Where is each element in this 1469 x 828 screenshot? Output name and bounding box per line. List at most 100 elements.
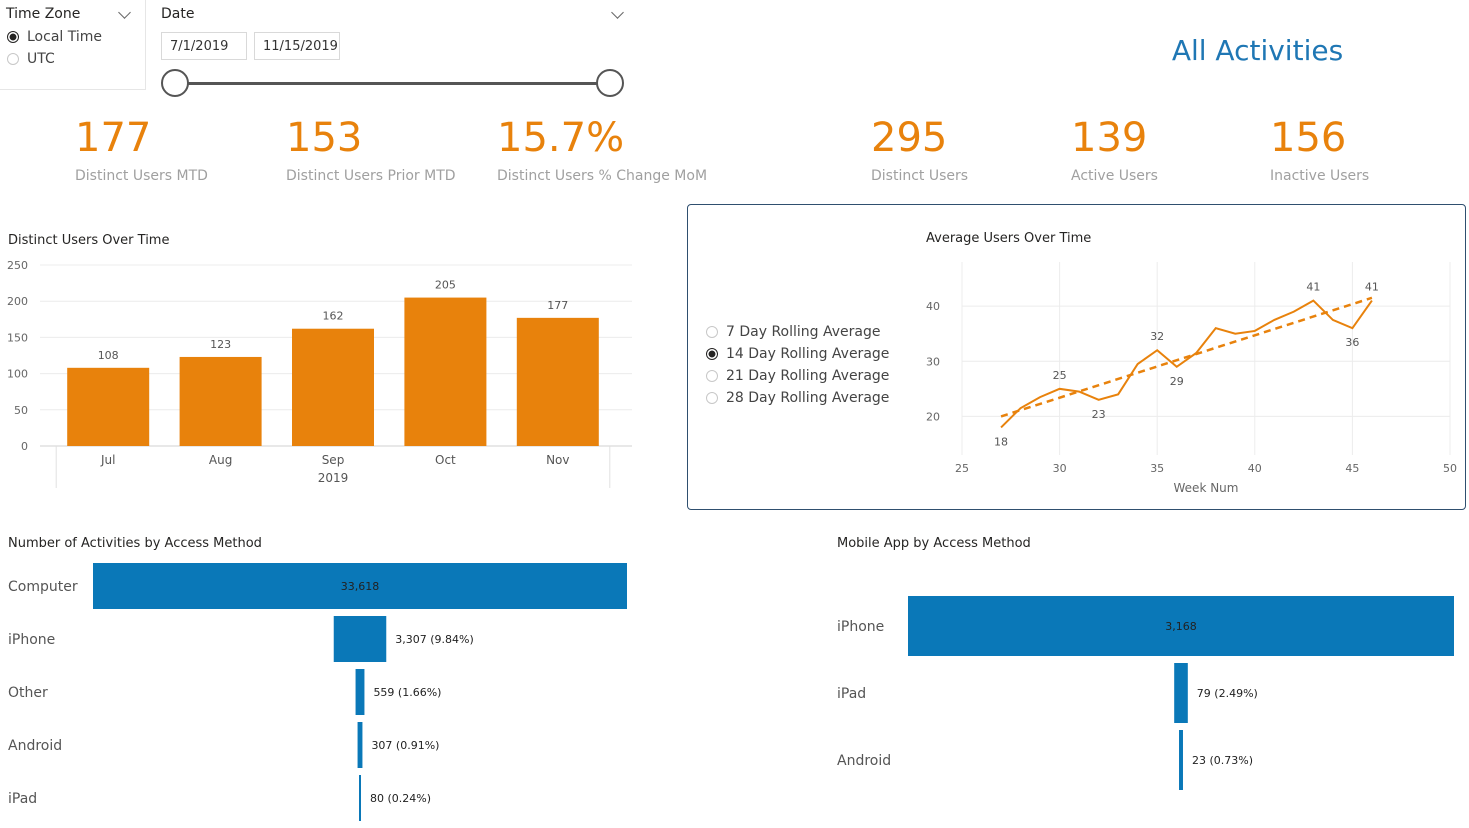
funnel-bar	[359, 775, 361, 821]
activities-by-access-method-funnel: Computer 33,618 iPhone 3,307 (9.84%) Other 55…	[8, 563, 627, 821]
date-end-handle[interactable]	[596, 69, 624, 97]
kpi-label: Distinct Users MTD	[75, 168, 208, 184]
average-users-panel	[687, 204, 1466, 510]
data-label: 41	[1306, 281, 1320, 294]
funnel-title: Mobile App by Access Method	[837, 536, 1031, 551]
bar-chart-title: Distinct Users Over Time	[8, 233, 170, 248]
y-tick-label: 150	[7, 331, 28, 344]
date-slicer: Date 7/1/2019 11/15/2019	[155, 0, 635, 105]
funnel-bar	[355, 669, 365, 715]
radio-unselected-icon[interactable]	[706, 370, 718, 382]
average-users-line-chart: 25 30 35 40 45 50 20 30 40 Week Num 18 25 23 32 29 41 36…	[926, 262, 1457, 495]
x-group-label: 2019	[318, 471, 349, 485]
kpi-card: 295 Distinct Users	[871, 118, 968, 184]
bar	[292, 328, 374, 446]
y-tick-label: 30	[926, 355, 940, 368]
funnel-bar	[1179, 730, 1183, 790]
data-label: 205	[435, 279, 456, 292]
kpi-card: 139 Active Users	[1071, 118, 1158, 184]
kpi-label: Distinct Users % Change MoM	[497, 168, 708, 184]
y-tick-label: 0	[21, 440, 28, 453]
series-line	[1000, 299, 1373, 429]
timezone-option-local[interactable]: Local Time	[7, 26, 102, 48]
chevron-down-icon[interactable]	[611, 6, 624, 19]
kpi-label: Distinct Users Prior MTD	[286, 168, 456, 184]
data-label: 41	[1365, 281, 1379, 294]
mobile-app-by-access-method-funnel: iPhone 3,168 iPad 79 (2.49%) Android 23 (0.73…	[837, 596, 1454, 790]
radio-unselected-icon[interactable]	[706, 392, 718, 404]
x-tick-label: Nov	[546, 453, 569, 467]
kpi-card: 153 Distinct Users Prior MTD	[286, 118, 456, 184]
x-tick-label: 35	[1150, 462, 1164, 475]
kpi-label: Inactive Users	[1270, 168, 1370, 184]
kpi-value: 139	[1071, 115, 1148, 161]
data-label: 177	[547, 299, 568, 312]
rolling-average-slicer: 7 Day Rolling Average 14 Day Rolling Ave…	[706, 321, 889, 409]
bar	[516, 317, 599, 446]
rolling-option-label: 28 Day Rolling Average	[726, 390, 890, 406]
kpi-value: 156	[1270, 115, 1347, 161]
bar	[179, 356, 262, 446]
category-label: Android	[8, 738, 62, 754]
y-tick-label: 100	[7, 368, 28, 381]
data-label: 3,168	[1165, 620, 1197, 633]
kpi-label: Active Users	[1071, 168, 1158, 184]
radio-selected-icon[interactable]	[7, 31, 19, 43]
trend-line	[1000, 296, 1373, 418]
x-tick-label: Jul	[100, 453, 115, 467]
timezone-option-utc[interactable]: UTC	[7, 48, 55, 70]
data-label: 23	[1092, 408, 1106, 421]
data-label: 162	[323, 310, 344, 323]
date-start-handle[interactable]	[161, 69, 189, 97]
rolling-option-28[interactable]: 28 Day Rolling Average	[706, 387, 889, 409]
data-label: 307 (0.91%)	[371, 739, 439, 752]
kpi-card: 177 Distinct Users MTD	[75, 118, 208, 184]
funnel-bar	[93, 563, 627, 609]
funnel-bar	[357, 722, 363, 768]
x-axis-title: Week Num	[1174, 481, 1239, 495]
y-tick-label: 40	[926, 300, 940, 313]
kpi-card: 15.7% Distinct Users % Change MoM	[497, 118, 707, 184]
y-tick-label: 20	[926, 410, 940, 423]
data-label: 123	[210, 338, 231, 351]
date-range-track[interactable]	[175, 82, 611, 85]
bar	[404, 297, 487, 446]
kpi-label: Distinct Users	[871, 168, 969, 184]
funnel-title: Number of Activities by Access Method	[8, 536, 262, 551]
data-label: 80 (0.24%)	[370, 792, 431, 805]
rolling-option-21[interactable]: 21 Day Rolling Average	[706, 365, 889, 387]
date-start-input[interactable]: 7/1/2019	[161, 32, 247, 60]
rolling-option-14[interactable]: 14 Day Rolling Average	[706, 343, 889, 365]
category-label: iPhone	[8, 632, 55, 648]
page-title: All Activities	[1171, 34, 1344, 67]
data-label: 79 (2.49%)	[1197, 687, 1258, 700]
x-tick-label: 25	[955, 462, 969, 475]
timezone-slicer: Time Zone Local Time UTC	[0, 0, 146, 90]
data-label: 18	[994, 435, 1008, 448]
x-tick-label: 50	[1443, 462, 1457, 475]
rolling-option-label: 21 Day Rolling Average	[726, 368, 890, 384]
data-label: 33,618	[341, 580, 380, 593]
category-label: iPhone	[837, 619, 884, 635]
timezone-option-label: UTC	[27, 51, 55, 67]
funnel-bar	[1174, 663, 1188, 723]
x-tick-label: Oct	[435, 453, 456, 467]
radio-unselected-icon[interactable]	[706, 326, 718, 338]
date-end-input[interactable]: 11/15/2019	[254, 32, 340, 60]
category-label: Computer	[8, 579, 78, 595]
timezone-slicer-title: Time Zone	[6, 6, 81, 22]
data-label: 559 (1.66%)	[373, 686, 441, 699]
data-label: 36	[1345, 336, 1359, 349]
kpi-card: 156 Inactive Users	[1270, 118, 1369, 184]
x-tick-label: Sep	[322, 453, 345, 467]
kpi-value: 177	[75, 115, 152, 161]
chevron-down-icon[interactable]	[118, 6, 131, 19]
radio-selected-icon[interactable]	[706, 348, 718, 360]
radio-unselected-icon[interactable]	[7, 53, 19, 65]
rolling-option-7[interactable]: 7 Day Rolling Average	[706, 321, 889, 343]
funnel-bar	[333, 616, 387, 662]
timezone-option-label: Local Time	[27, 29, 102, 45]
data-label: 108	[98, 349, 119, 362]
line-chart-title: Average Users Over Time	[926, 231, 1092, 246]
bar	[67, 367, 150, 446]
